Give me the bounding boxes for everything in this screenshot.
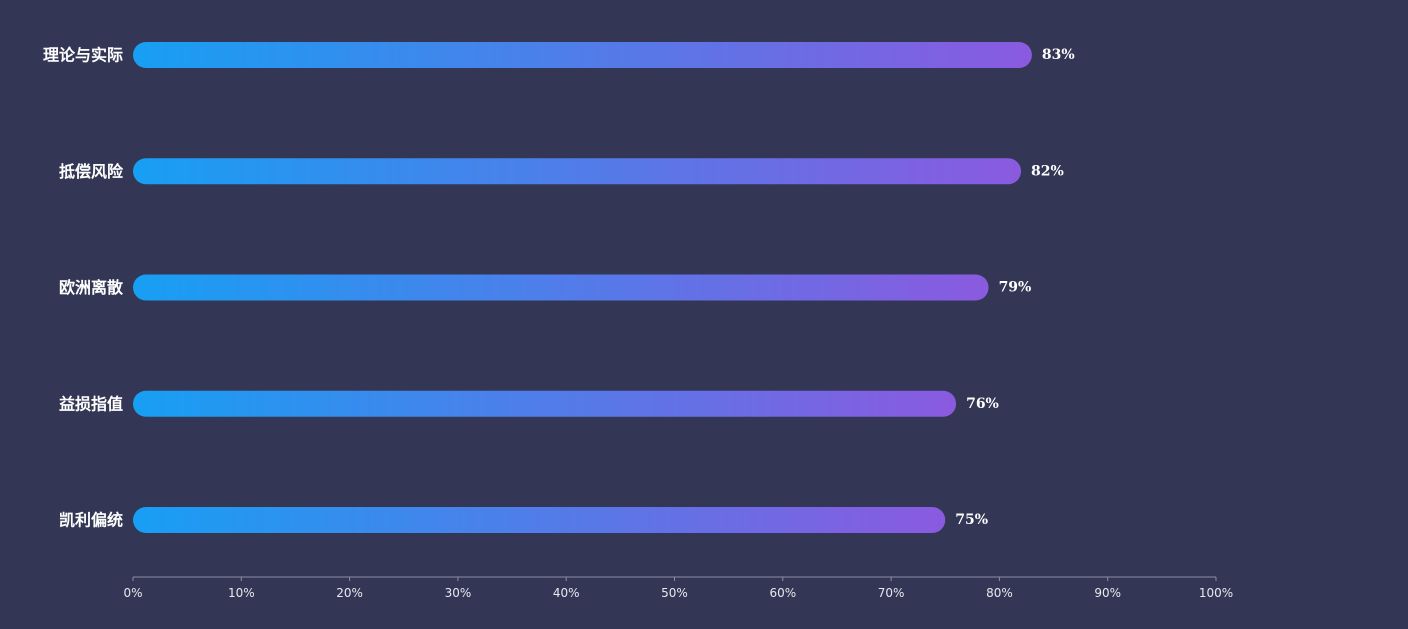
bars-group: 理论与实际 83% 抵偿风险 82% 欧洲离散 79% 益损指值 76% 凯利偏统 75% — [43, 42, 1075, 533]
category-label: 益损指值 — [59, 394, 123, 413]
x-tick-label: 10% — [228, 586, 255, 600]
bar — [133, 507, 946, 533]
value-label: 75% — [955, 512, 988, 528]
x-tick-label: 60% — [769, 586, 796, 600]
x-tick-label: 50% — [661, 586, 688, 600]
category-label: 理论与实际 — [43, 46, 123, 65]
x-tick-label: 0% — [123, 586, 142, 600]
category-label: 抵偿风险 — [59, 162, 124, 181]
x-tick-label: 80% — [986, 586, 1013, 600]
category-label: 凯利偏统 — [59, 511, 123, 530]
bar — [133, 390, 957, 417]
x-tick-label: 90% — [1094, 586, 1121, 600]
x-tick-label: 100% — [1199, 586, 1233, 600]
x-tick-label: 40% — [553, 586, 580, 600]
bar — [133, 158, 1022, 185]
bar — [133, 274, 989, 301]
value-label: 83% — [1042, 47, 1075, 63]
value-label: 76% — [966, 396, 999, 412]
x-tick-label: 30% — [445, 586, 472, 600]
x-tick-label: 70% — [878, 586, 905, 600]
bar — [133, 42, 1032, 68]
category-label: 欧洲离散 — [59, 278, 124, 297]
x-tick-label: 20% — [336, 586, 363, 600]
value-label: 79% — [999, 280, 1032, 296]
value-label: 82% — [1031, 163, 1064, 179]
x-axis: 0% 10% 20% 30% 40% 50% 60% 70% 80% 90% 100% — [123, 576, 1233, 600]
